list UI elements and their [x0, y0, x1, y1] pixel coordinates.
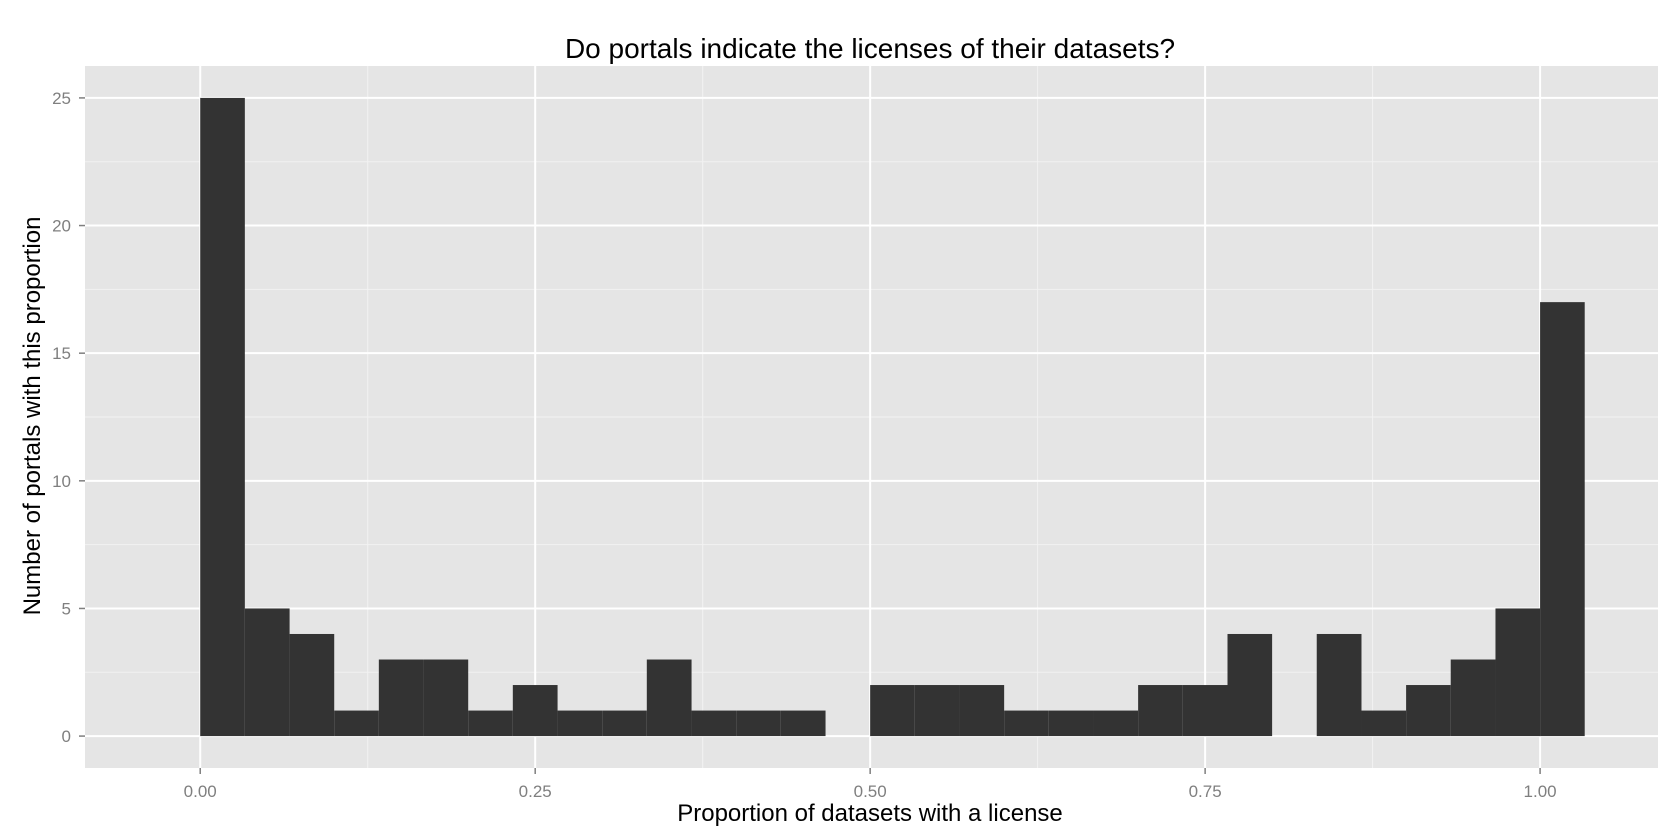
y-tick-label: 25 [52, 89, 71, 108]
histogram-bar [1227, 633, 1273, 737]
histogram-bar [1048, 710, 1094, 737]
histogram-bar [244, 608, 290, 737]
axis-ticks: 0.00 0.25 0.50 0.75 1.00 0 5 10 15 20 25 [52, 89, 1557, 801]
y-tick-label: 15 [52, 344, 71, 363]
histogram-bar [378, 659, 424, 737]
histogram-bar [512, 685, 558, 737]
histogram-bar [602, 710, 647, 737]
histogram-bar [1495, 608, 1541, 737]
x-tick-label: 0.75 [1189, 782, 1222, 801]
y-tick-label: 0 [62, 727, 71, 746]
histogram-bar [1138, 685, 1183, 737]
y-axis-title: Number of portals with this proportion [19, 217, 46, 616]
histogram-bar [468, 710, 513, 737]
x-tick-label: 1.00 [1524, 782, 1557, 801]
histogram-bar [1182, 685, 1228, 737]
histogram-bar [959, 685, 1005, 737]
y-tick-label: 20 [52, 217, 71, 236]
histogram-bar [423, 659, 469, 737]
histogram-bar [1540, 302, 1585, 737]
histogram-bar [914, 685, 960, 737]
histogram-bar [646, 659, 692, 737]
histogram-bar [1450, 659, 1496, 737]
x-tick-label: 0.00 [184, 782, 217, 801]
histogram-bar [1361, 710, 1407, 737]
histogram-bar [200, 97, 245, 737]
histogram-bars [200, 97, 1585, 737]
x-axis-title: Proportion of datasets with a license [677, 800, 1063, 827]
histogram-bar [334, 710, 379, 737]
histogram-bar [289, 633, 335, 737]
histogram-bar [870, 685, 915, 737]
histogram-bar [557, 710, 603, 737]
chart-title: Do portals indicate the licenses of thei… [565, 33, 1175, 64]
x-tick-label: 0.50 [854, 782, 887, 801]
histogram-bar [736, 710, 781, 737]
x-tick-label: 0.25 [519, 782, 552, 801]
histogram-bar [1316, 633, 1362, 737]
histogram-bar [1004, 710, 1049, 737]
histogram-bar [691, 710, 737, 737]
histogram-bar [1406, 685, 1451, 737]
histogram-bar [1093, 710, 1139, 737]
histogram-bar [780, 710, 826, 737]
y-tick-label: 5 [62, 599, 71, 618]
y-tick-label: 10 [52, 472, 71, 491]
